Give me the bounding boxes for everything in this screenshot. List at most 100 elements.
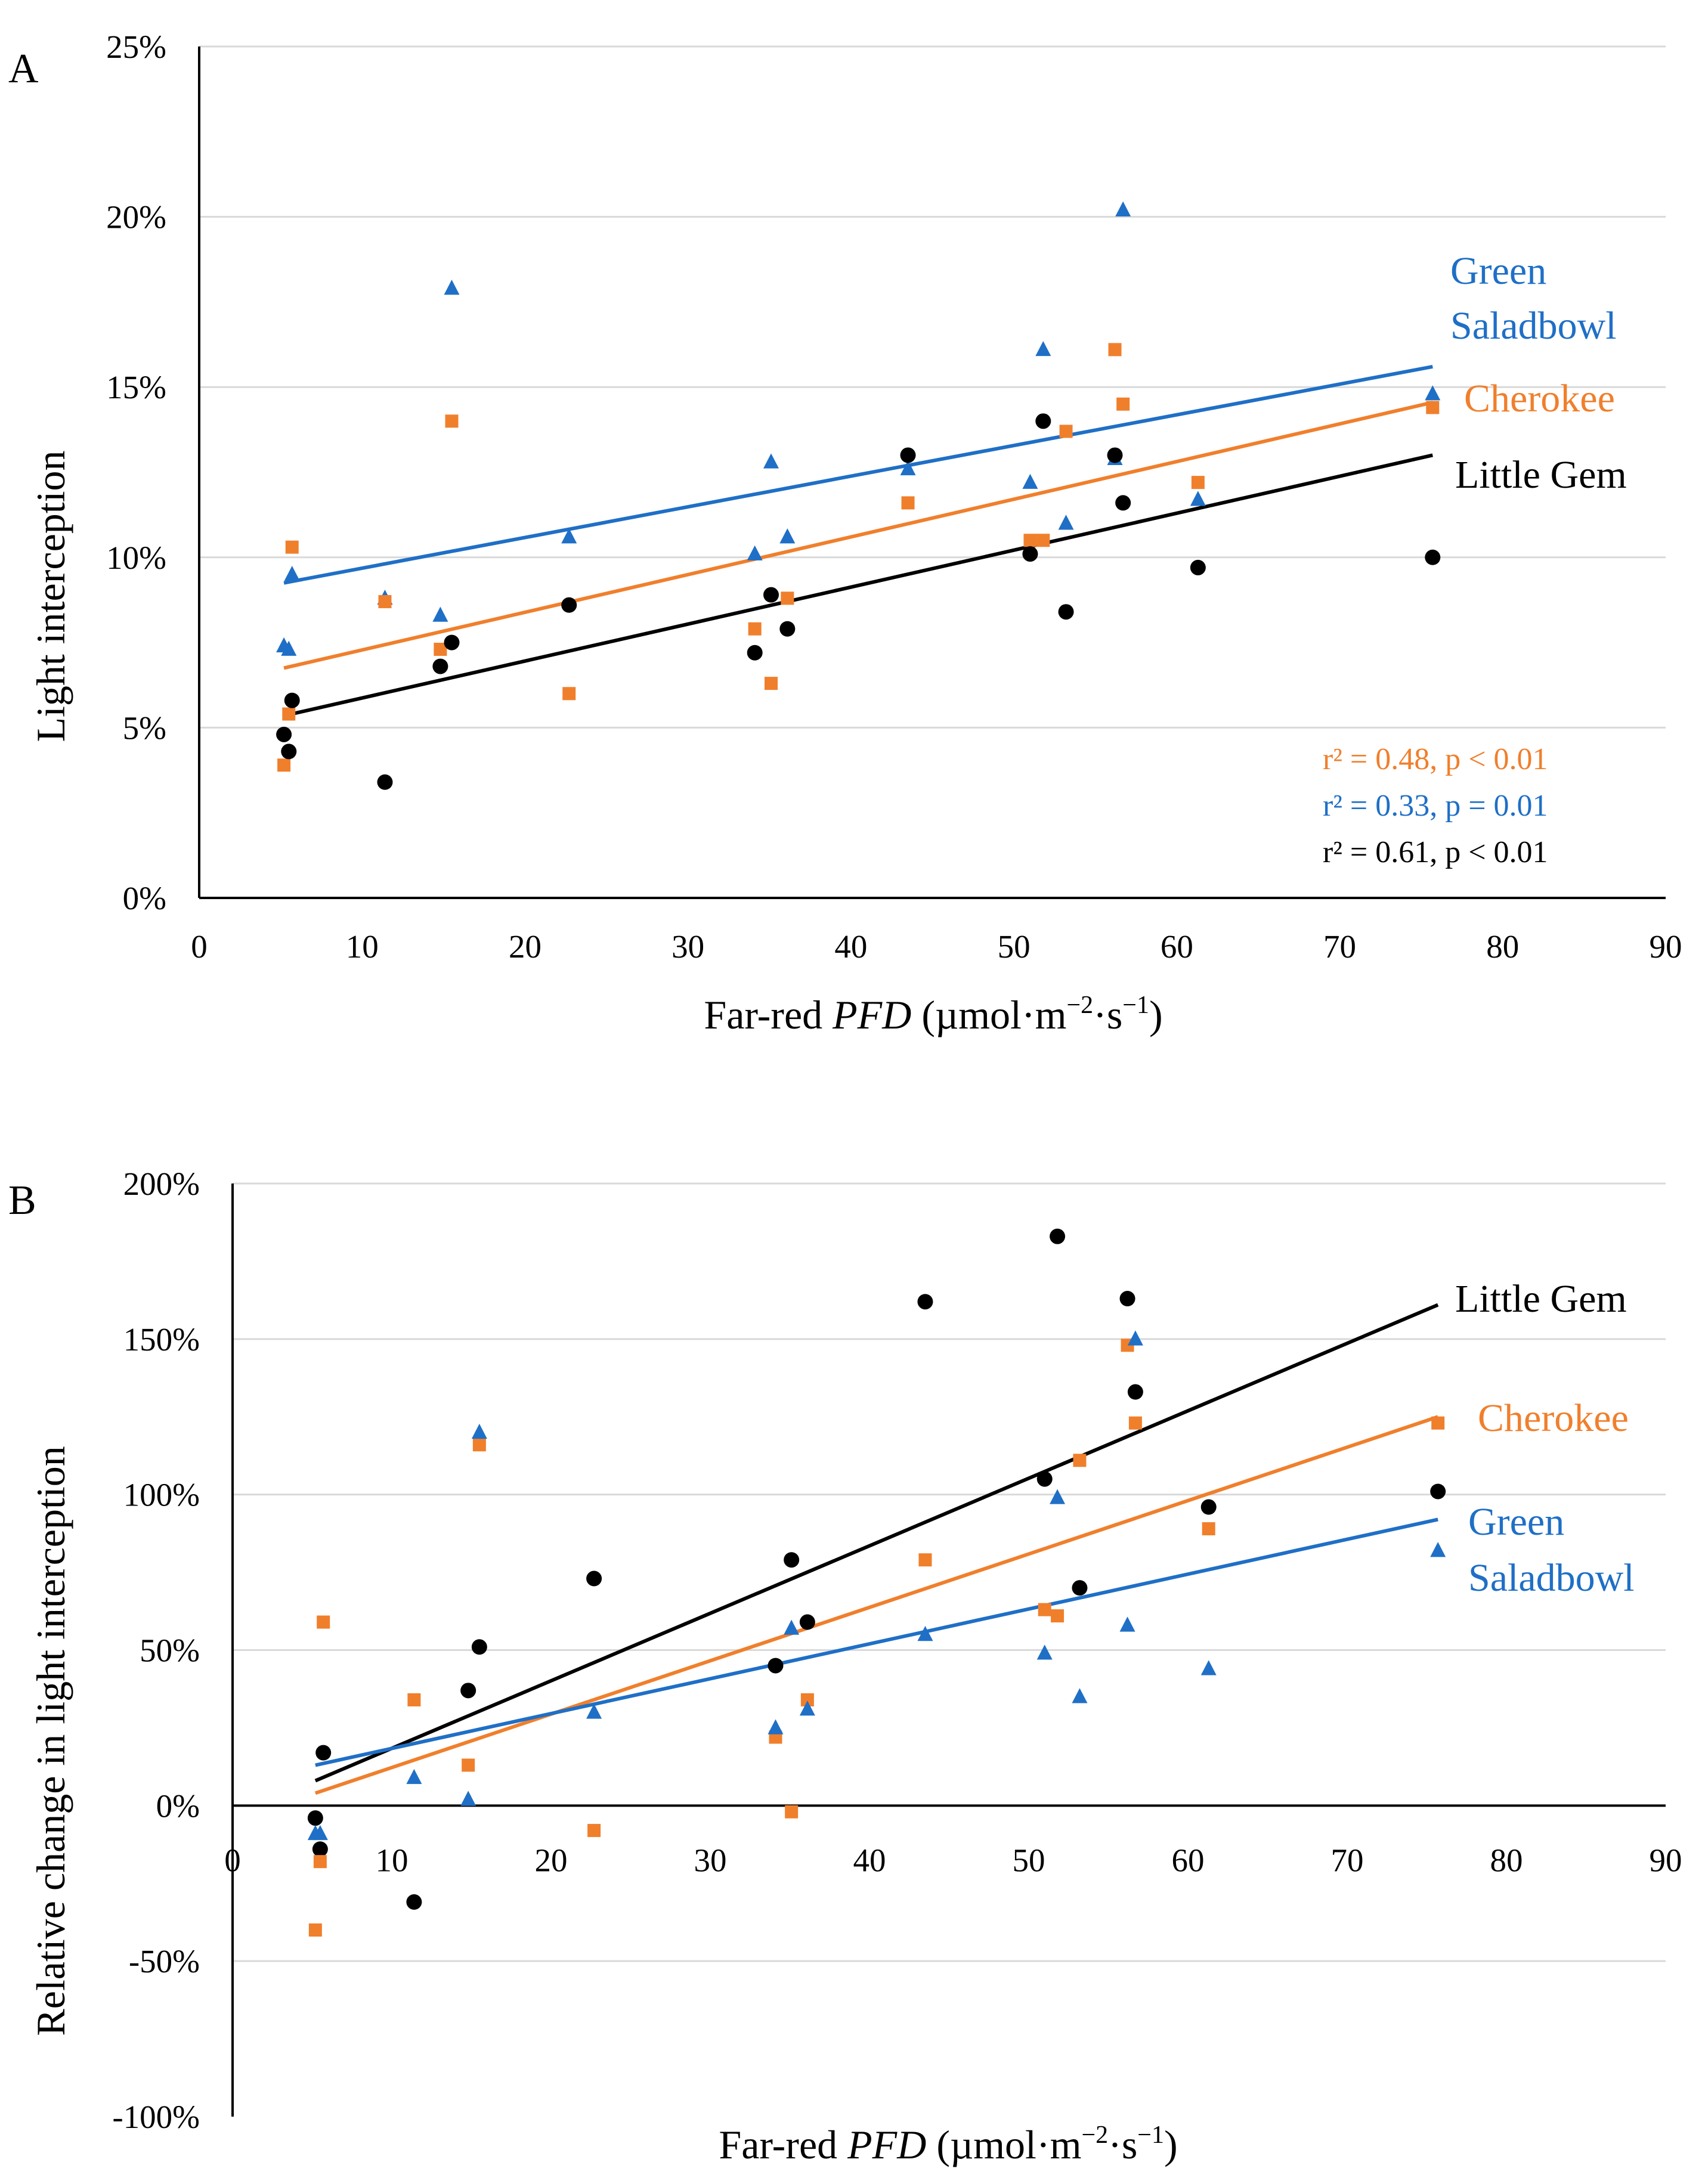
panel-b-point-cherokee [472,1438,486,1452]
panel-a-point-cherokee [562,687,576,701]
panel-b-y-tick-label: 100% [123,1477,200,1513]
panel-a-point-green-saladbowl [1022,473,1038,489]
panel-a-point-cherokee [1191,476,1205,490]
panel-a-point-little-gem [1425,549,1441,565]
panel-a-label-cherokee: Cherokee [1464,377,1615,420]
panel-b-label-cherokee: Cherokee [1478,1396,1629,1440]
panel-b-label: B [8,1178,36,1223]
panel-a-y-tick-label: 20% [106,199,166,236]
panel-b-point-green-saladbowl [799,1700,815,1716]
panel-a-point-green-saladbowl [1190,491,1206,506]
panel-a-trendline-green-saladbowl [283,364,1433,585]
panel-a-stat-green-saladbowl: r² = 0.33, p = 0.01 [1323,789,1548,823]
panel-b-x-tick-label: 20 [535,1842,568,1878]
panel-a-point-cherokee [282,707,296,721]
panel-a-point-cherokee [1108,343,1122,357]
panel-a-point-cherokee [445,414,459,428]
panel-a-point-little-gem [377,774,393,790]
panel-b-point-cherokee [800,1693,814,1706]
panel-b-y-tick-label: -100% [112,2099,200,2135]
panel-b-point-green-saladbowl [1200,1660,1217,1675]
panel-b-point-little-gem [1127,1384,1143,1400]
panel-b-label-green-saladbowl-line2: Saladbowl [1468,1556,1635,1600]
panel-a-x-tick-label: 30 [672,928,704,965]
panel-a-point-little-gem [1058,604,1074,620]
panel-b-x-tick-label: 80 [1490,1842,1523,1878]
panel-a-label-little-gem: Little Gem [1455,453,1627,497]
panel-a-point-green-saladbowl [763,453,779,469]
x-title-mid: ·s [1108,2122,1137,2167]
panel-a-chart: A 0% 5% 10% 15% 20% 25% 0 10 20 30 40 50 60 70 80 90 L… [8,29,1682,1037]
panel-a-point-cherokee [1426,401,1440,414]
panel-b-point-little-gem [406,1894,422,1910]
panel-a-x-tick-label: 10 [346,928,379,965]
panel-a-y-tick-label: 25% [106,29,166,65]
panel-a-y-tick-label: 5% [123,710,166,746]
panel-a-trendline-cherokee [283,400,1433,670]
panel-b-x-tick-label: 50 [1013,1842,1045,1878]
panel-a-x-tick-label: 20 [509,928,541,965]
panel-b-point-green-saladbowl [1036,1644,1053,1660]
panel-b-point-cherokee [1128,1416,1142,1430]
panel-a-x-tick-label: 70 [1323,928,1356,965]
x-title-prefix: Far-red [704,992,833,1037]
x-title-units: (µmol·m [911,992,1066,1037]
x-title-exp1: −2 [1066,992,1093,1019]
panel-a-point-green-saladbowl [284,565,300,581]
panel-a-point-little-gem [284,692,300,708]
panel-a-y-tick-labels: 0% 5% 10% 15% 20% 25% [106,29,166,916]
panel-b-y-axis-title: Relative change in light interception [28,1446,73,2036]
panel-b-label-little-gem: Little Gem [1455,1277,1627,1321]
panel-b-point-little-gem [1200,1499,1217,1515]
panel-b-point-little-gem [1050,1228,1066,1244]
x-title-close: ) [1149,992,1163,1037]
panel-b-point-little-gem [315,1745,332,1761]
panel-b-point-little-gem [1036,1471,1053,1487]
panel-a-point-cherokee [277,758,291,772]
x-title-units: (µmol·m [926,2122,1081,2167]
panel-a-y-tick-label: 15% [106,369,166,405]
panel-b-point-green-saladbowl [768,1719,784,1734]
panel-b-point-cherokee [1038,1603,1051,1616]
panel-a-point-little-gem [444,634,460,650]
panel-a-stat-little-gem: r² = 0.61, p < 0.01 [1323,835,1548,869]
panel-a-point-green-saladbowl [1058,515,1074,530]
panel-a-point-green-saladbowl [747,545,763,560]
panel-a-point-little-gem [1035,413,1051,429]
panel-a-axes [198,47,1666,899]
panel-b-point-green-saladbowl [917,1626,933,1641]
panel-a-point-cherokee [434,643,447,656]
panel-b-x-tick-label: 30 [694,1842,727,1878]
panel-a-x-tick-label: 80 [1486,928,1519,965]
panel-a-x-tick-label: 90 [1650,928,1682,965]
panel-a-label-green-saladbowl-line1: Green [1450,249,1546,293]
panel-b-trendline-cherokee [314,1415,1439,1795]
panel-b-x-tick-label: 0 [224,1842,241,1878]
panel-a-point-green-saladbowl [1425,385,1441,401]
panel-a-trendlines [283,364,1433,718]
panel-b-x-axis-title: Far-red PFD (µmol·m−2·s−1) [719,2121,1177,2167]
panel-b-point-cherokee [1051,1609,1065,1623]
panel-a-x-axis-title: Far-red PFD (µmol·m−2·s−1) [704,992,1162,1037]
panel-b-point-green-saladbowl [471,1423,487,1439]
x-title-prefix: Far-red [719,2122,847,2167]
panel-b-trendline-green-saladbowl [315,1517,1438,1767]
panel-a-point-cherokee [781,591,794,605]
panel-b-point-green-saladbowl [1119,1616,1135,1632]
panel-b-point-cherokee [785,1805,799,1819]
panel-b-chart: B -100% -50% 0% 50% 100% 150% 200% 0 10 20 30 40 50… [8,1166,1682,2167]
panel-b-point-cherokee [1202,1522,1215,1536]
panel-b-point-cherokee [308,1923,322,1937]
panel-a-y-tick-label: 10% [106,540,166,576]
x-title-close: ) [1164,2122,1178,2167]
panel-a-gridlines [199,45,1666,729]
panel-b-point-cherokee [462,1758,475,1772]
panel-a-point-little-gem [1107,447,1123,463]
panel-b-point-green-saladbowl [1430,1542,1446,1557]
panel-b-point-little-gem [307,1810,323,1826]
panel-a-point-little-gem [900,447,916,463]
panel-b-label-green-saladbowl-line1: Green [1468,1500,1564,1544]
panel-b-point-green-saladbowl [586,1703,602,1719]
panel-b-point-cherokee [918,1553,932,1567]
x-title-mid: ·s [1093,992,1122,1037]
